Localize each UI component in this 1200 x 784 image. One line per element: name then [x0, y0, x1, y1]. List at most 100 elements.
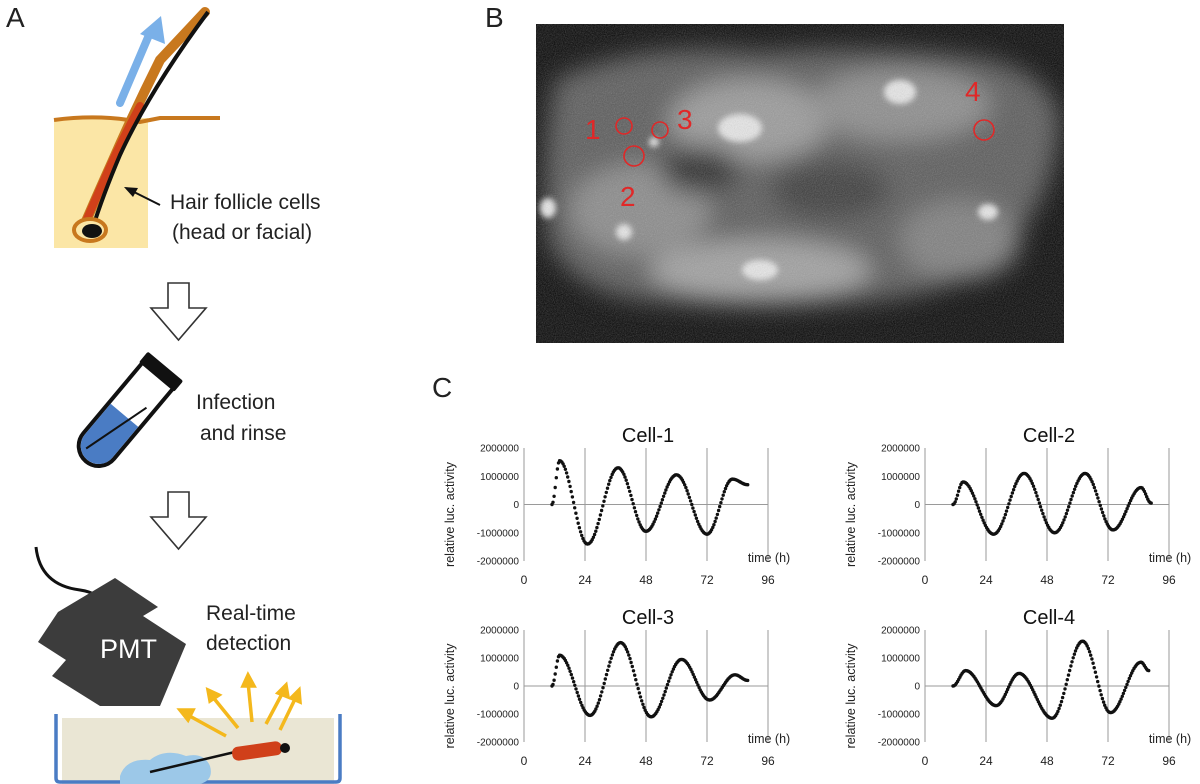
data-point: [572, 680, 576, 684]
chart-title: Cell-2: [1023, 425, 1075, 447]
data-point: [1060, 695, 1065, 700]
data-point: [700, 529, 704, 533]
data-point: [1043, 711, 1047, 716]
data-point: [953, 500, 957, 504]
panel-a-diagram: PMT: [34, 7, 342, 784]
data-point: [663, 491, 667, 495]
y-tick-label: 2000000: [480, 444, 519, 455]
data-point: [1009, 494, 1013, 499]
data-point: [683, 483, 687, 487]
data-point: [637, 691, 642, 695]
data-point: [1072, 487, 1077, 491]
data-point: [725, 678, 729, 683]
y-tick-label: -2000000: [878, 738, 921, 749]
data-point: [598, 694, 603, 698]
data-point: [603, 495, 607, 499]
data-point: [958, 675, 962, 679]
data-point: [979, 512, 983, 516]
data-point: [593, 709, 597, 713]
data-point: [991, 532, 996, 536]
data-point: [1103, 703, 1107, 707]
y-tick-label: -1000000: [477, 528, 520, 539]
data-point: [729, 674, 734, 678]
data-point: [1110, 528, 1114, 532]
x-tick-label: 96: [1162, 754, 1176, 768]
data-point: [1099, 507, 1104, 511]
data-point: [664, 686, 668, 690]
y-tick-label: -1000000: [878, 710, 921, 721]
data-point: [563, 467, 568, 471]
data-point: [1127, 676, 1132, 681]
data-point: [1123, 512, 1127, 516]
data-point: [1022, 471, 1026, 476]
data-point: [983, 694, 988, 698]
data-point: [724, 680, 728, 684]
data-point: [1142, 489, 1147, 494]
data-point: [726, 481, 730, 486]
data-point: [559, 653, 563, 658]
data-point: [590, 712, 595, 716]
data-point: [1118, 700, 1122, 704]
data-point: [635, 682, 639, 686]
data-point: [685, 661, 690, 666]
data-point: [718, 504, 722, 509]
data-point: [591, 535, 596, 539]
data-point: [566, 663, 570, 667]
data-point: [1068, 501, 1072, 505]
data-point: [574, 511, 578, 515]
data-point: [643, 529, 647, 533]
data-point: [1103, 517, 1107, 521]
data-point: [1042, 710, 1046, 714]
data-point: [693, 513, 697, 517]
data-point: [652, 520, 656, 524]
data-point: [1070, 494, 1074, 498]
data-point: [656, 511, 660, 515]
data-point: [1029, 685, 1034, 690]
data-point: [654, 711, 658, 716]
data-point: [746, 483, 750, 487]
data-point: [566, 475, 570, 479]
data-point: [630, 664, 634, 669]
data-point: [1053, 714, 1058, 718]
data-point: [1073, 649, 1078, 653]
chart-title: Cell-3: [622, 607, 674, 629]
data-point: [616, 466, 620, 470]
data-point: [1012, 674, 1017, 679]
data-point: [734, 478, 738, 482]
data-point: [740, 481, 744, 485]
data-point: [1015, 672, 1019, 676]
data-point: [587, 713, 591, 717]
data-point: [612, 468, 617, 472]
data-point: [1112, 528, 1116, 532]
data-point: [1021, 471, 1025, 476]
data-point: [560, 460, 564, 464]
data-point: [652, 713, 657, 717]
cell-label-1: 1: [585, 114, 601, 145]
data-point: [611, 650, 616, 654]
data-point: [1134, 488, 1139, 493]
x-tick-label: 72: [1101, 754, 1115, 768]
y-tick-label: -2000000: [878, 557, 921, 568]
data-point: [704, 532, 708, 536]
data-point: [601, 504, 605, 508]
data-point: [1133, 665, 1137, 669]
data-point: [553, 672, 557, 676]
data-point: [679, 657, 684, 662]
x-axis-label: time (h): [1149, 732, 1191, 746]
x-tick-label: 96: [761, 573, 775, 587]
data-point: [1130, 496, 1134, 500]
data-point: [1082, 471, 1086, 476]
data-point: [730, 477, 735, 481]
data-point: [647, 527, 652, 532]
data-point: [976, 682, 981, 686]
x-tick-label: 24: [578, 754, 592, 768]
data-point: [676, 473, 680, 477]
data-point: [588, 713, 592, 718]
data-point: [960, 480, 964, 485]
data-point: [1054, 530, 1058, 535]
data-point: [576, 521, 580, 525]
data-point: [1056, 709, 1060, 714]
data-point: [732, 673, 736, 677]
data-point: [1061, 521, 1065, 525]
data-point: [1056, 529, 1060, 533]
